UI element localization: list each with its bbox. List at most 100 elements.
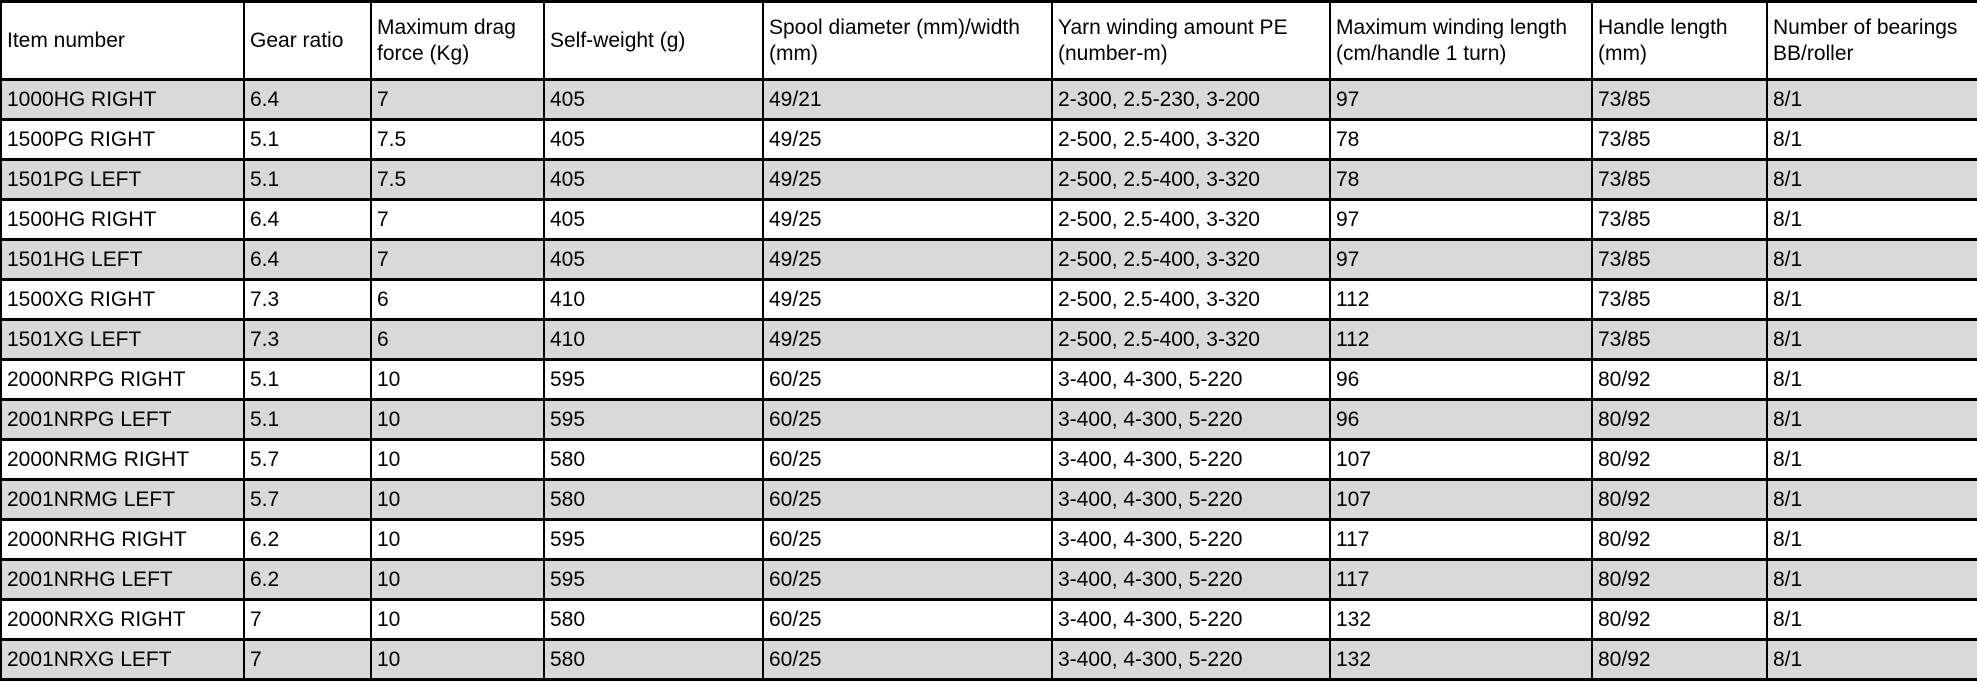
- cell-spool-diameter-width: 49/25: [762, 238, 1053, 281]
- cell-bearings: 8/1: [1766, 598, 1977, 641]
- cell-handle-length: 73/85: [1591, 118, 1768, 161]
- cell-item-number: 1500HG RIGHT: [0, 198, 245, 241]
- cell-max-winding-length: 132: [1329, 638, 1593, 681]
- cell-bearings: 8/1: [1766, 358, 1977, 401]
- cell-self-weight: 410: [543, 318, 764, 361]
- cell-handle-length: 80/92: [1591, 638, 1768, 681]
- cell-spool-diameter-width: 60/25: [762, 518, 1053, 561]
- cell-yarn-winding-amount: 2-500, 2.5-400, 3-320: [1051, 118, 1331, 161]
- cell-gear-ratio: 6.4: [243, 198, 372, 241]
- cell-spool-diameter-width: 49/25: [762, 118, 1053, 161]
- header-gear-ratio: Gear ratio: [243, 0, 372, 81]
- cell-self-weight: 405: [543, 118, 764, 161]
- cell-handle-length: 80/92: [1591, 398, 1768, 441]
- header-max-winding-length: Maximum winding length (cm/handle 1 turn…: [1329, 0, 1593, 81]
- cell-gear-ratio: 5.7: [243, 478, 372, 521]
- cell-gear-ratio: 6.2: [243, 518, 372, 561]
- cell-item-number: 1500XG RIGHT: [0, 278, 245, 321]
- cell-bearings: 8/1: [1766, 438, 1977, 481]
- cell-item-number: 1000HG RIGHT: [0, 78, 245, 121]
- cell-gear-ratio: 5.7: [243, 438, 372, 481]
- cell-gear-ratio: 5.1: [243, 158, 372, 201]
- header-spool-diameter-width: Spool diameter (mm)/width (mm): [762, 0, 1053, 81]
- table-row: 1500HG RIGHT 6.4 7 405 49/25 2-500, 2.5-400, …: [0, 198, 1977, 241]
- cell-self-weight: 595: [543, 358, 764, 401]
- cell-spool-diameter-width: 60/25: [762, 478, 1053, 521]
- cell-item-number: 2001NRPG LEFT: [0, 398, 245, 441]
- table-row: 1500XG RIGHT 7.3 6 410 49/25 2-500, 2.5-400, …: [0, 278, 1977, 321]
- cell-spool-diameter-width: 49/25: [762, 318, 1053, 361]
- cell-spool-diameter-width: 60/25: [762, 638, 1053, 681]
- table-row: 1501HG LEFT 6.4 7 405 49/25 2-500, 2.5-400, 3…: [0, 238, 1977, 281]
- cell-handle-length: 73/85: [1591, 278, 1768, 321]
- cell-gear-ratio: 5.1: [243, 118, 372, 161]
- cell-item-number: 2000NRHG RIGHT: [0, 518, 245, 561]
- cell-item-number: 1501HG LEFT: [0, 238, 245, 281]
- cell-max-drag-force: 10: [370, 598, 545, 641]
- cell-max-winding-length: 78: [1329, 158, 1593, 201]
- cell-handle-length: 73/85: [1591, 158, 1768, 201]
- cell-self-weight: 580: [543, 638, 764, 681]
- header-row: Item number Gear ratio Maximum drag force …: [0, 0, 1977, 81]
- cell-handle-length: 73/85: [1591, 78, 1768, 121]
- cell-max-drag-force: 7: [370, 78, 545, 121]
- cell-spool-diameter-width: 60/25: [762, 438, 1053, 481]
- cell-item-number: 2000NRXG RIGHT: [0, 598, 245, 641]
- cell-yarn-winding-amount: 3-400, 4-300, 5-220: [1051, 438, 1331, 481]
- cell-yarn-winding-amount: 2-500, 2.5-400, 3-320: [1051, 158, 1331, 201]
- cell-self-weight: 405: [543, 238, 764, 281]
- cell-self-weight: 580: [543, 438, 764, 481]
- table-row: 2000NRXG RIGHT 7 10 580 60/25 3-400, 4-300, 5…: [0, 598, 1977, 641]
- cell-bearings: 8/1: [1766, 638, 1977, 681]
- table-row: 1501PG LEFT 5.1 7.5 405 49/25 2-500, 2.5-400,…: [0, 158, 1977, 201]
- table-body: 1000HG RIGHT 6.4 7 405 49/21 2-300, 2.5-230, …: [0, 78, 1977, 681]
- cell-self-weight: 595: [543, 398, 764, 441]
- cell-yarn-winding-amount: 3-400, 4-300, 5-220: [1051, 478, 1331, 521]
- cell-spool-diameter-width: 49/25: [762, 158, 1053, 201]
- table-row: 1000HG RIGHT 6.4 7 405 49/21 2-300, 2.5-230, …: [0, 78, 1977, 121]
- cell-max-drag-force: 10: [370, 438, 545, 481]
- cell-handle-length: 80/92: [1591, 558, 1768, 601]
- table-row: 2001NRMG LEFT 5.7 10 580 60/25 3-400, 4-300, …: [0, 478, 1977, 521]
- cell-item-number: 2001NRXG LEFT: [0, 638, 245, 681]
- cell-gear-ratio: 5.1: [243, 358, 372, 401]
- cell-item-number: 2000NRMG RIGHT: [0, 438, 245, 481]
- cell-spool-diameter-width: 49/21: [762, 78, 1053, 121]
- cell-yarn-winding-amount: 3-400, 4-300, 5-220: [1051, 598, 1331, 641]
- table-row: 2000NRHG RIGHT 6.2 10 595 60/25 3-400, 4-300,…: [0, 518, 1977, 561]
- cell-item-number: 2001NRMG LEFT: [0, 478, 245, 521]
- table-row: 2001NRHG LEFT 6.2 10 595 60/25 3-400, 4-300, …: [0, 558, 1977, 601]
- cell-max-drag-force: 10: [370, 518, 545, 561]
- cell-item-number: 1501PG LEFT: [0, 158, 245, 201]
- cell-spool-diameter-width: 60/25: [762, 358, 1053, 401]
- cell-self-weight: 595: [543, 558, 764, 601]
- cell-bearings: 8/1: [1766, 518, 1977, 561]
- cell-yarn-winding-amount: 2-500, 2.5-400, 3-320: [1051, 198, 1331, 241]
- cell-handle-length: 80/92: [1591, 598, 1768, 641]
- cell-max-drag-force: 7: [370, 198, 545, 241]
- cell-gear-ratio: 7: [243, 638, 372, 681]
- cell-gear-ratio: 7: [243, 598, 372, 641]
- cell-self-weight: 405: [543, 198, 764, 241]
- cell-max-winding-length: 97: [1329, 78, 1593, 121]
- cell-max-winding-length: 96: [1329, 358, 1593, 401]
- cell-yarn-winding-amount: 3-400, 4-300, 5-220: [1051, 558, 1331, 601]
- cell-yarn-winding-amount: 2-500, 2.5-400, 3-320: [1051, 238, 1331, 281]
- cell-bearings: 8/1: [1766, 158, 1977, 201]
- header-yarn-winding-amount: Yarn winding amount PE (number-m): [1051, 0, 1331, 81]
- cell-yarn-winding-amount: 3-400, 4-300, 5-220: [1051, 398, 1331, 441]
- cell-gear-ratio: 6.4: [243, 238, 372, 281]
- cell-max-winding-length: 117: [1329, 558, 1593, 601]
- cell-spool-diameter-width: 60/25: [762, 598, 1053, 641]
- cell-max-winding-length: 107: [1329, 478, 1593, 521]
- cell-max-drag-force: 7: [370, 238, 545, 281]
- cell-self-weight: 580: [543, 478, 764, 521]
- cell-gear-ratio: 7.3: [243, 278, 372, 321]
- cell-self-weight: 595: [543, 518, 764, 561]
- cell-handle-length: 80/92: [1591, 358, 1768, 401]
- cell-max-drag-force: 10: [370, 398, 545, 441]
- cell-handle-length: 73/85: [1591, 318, 1768, 361]
- cell-self-weight: 410: [543, 278, 764, 321]
